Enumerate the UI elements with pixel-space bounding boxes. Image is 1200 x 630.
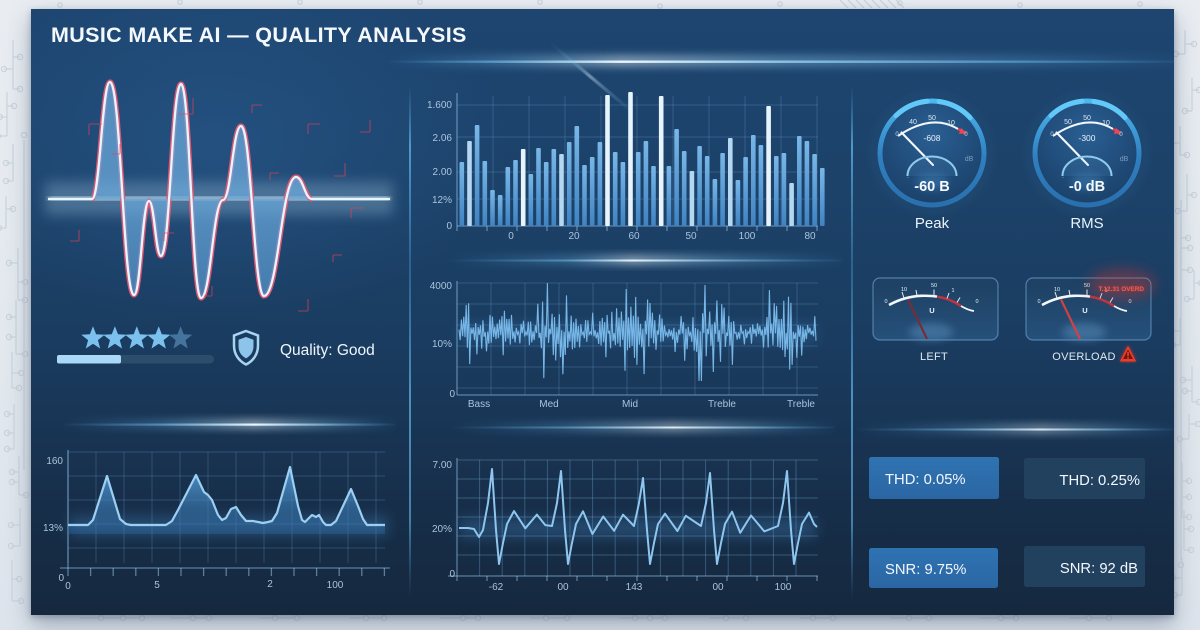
svg-text:7.00: 7.00 [433,460,453,471]
svg-text:SNR: 9.75%: SNR: 9.75% [885,562,966,578]
svg-text:dB: dB [965,156,974,163]
svg-text:-0 dB: -0 dB [1069,179,1105,195]
svg-text:dB: dB [1120,156,1129,163]
svg-text:U: U [1082,306,1087,315]
svg-text:0: 0 [975,299,978,305]
svg-text:0: 0 [449,389,455,400]
svg-text:-60 B: -60 B [914,179,949,195]
svg-text:T.12.31 OVERD: T.12.31 OVERD [1099,286,1145,293]
svg-text:MUSIC MAKE AI — QUALITY ANALYS: MUSIC MAKE AI — QUALITY ANALYSIS [51,23,467,47]
svg-text:50: 50 [1064,119,1072,126]
svg-text:20%: 20% [432,524,452,535]
svg-text:Treble: Treble [708,399,736,410]
svg-text:Bass: Bass [468,399,490,410]
svg-text:-300: -300 [1078,133,1095,143]
svg-text:0: 0 [508,231,514,242]
svg-text:Treble: Treble [787,399,815,410]
svg-text:LEFT: LEFT [920,351,948,363]
svg-text:50: 50 [1084,283,1090,289]
svg-text:0: 0 [1037,299,1040,305]
svg-text:2.00: 2.00 [433,167,453,178]
svg-text:100: 100 [739,231,756,242]
svg-text:2.06: 2.06 [433,133,453,144]
svg-text:143: 143 [626,582,643,593]
svg-text:10: 10 [1054,287,1060,293]
svg-text:Peak: Peak [915,215,950,232]
svg-text:50: 50 [931,283,937,289]
svg-text:Med: Med [539,399,558,410]
svg-text:2: 2 [267,579,273,590]
svg-text:RMS: RMS [1070,215,1103,232]
svg-text:100: 100 [775,582,792,593]
svg-text:Mid: Mid [622,399,638,410]
svg-text:00: 00 [712,582,724,593]
svg-text:0: 0 [1050,132,1054,138]
svg-text:0: 0 [446,221,452,232]
svg-text:-608: -608 [923,133,940,143]
svg-text:0: 0 [964,132,968,138]
svg-text:160: 160 [46,456,63,467]
svg-text:1: 1 [951,288,954,294]
svg-text:U: U [929,306,934,315]
svg-text:13%: 13% [43,523,63,534]
svg-text:0: 0 [884,299,887,305]
svg-text:Quality: Good: Quality: Good [280,342,375,359]
svg-text:4000: 4000 [430,281,453,292]
svg-text:12%: 12% [432,195,452,206]
svg-text:00: 00 [557,582,569,593]
svg-text:OVERLOAD: OVERLOAD [1052,351,1116,363]
svg-text:0: 0 [1119,132,1123,138]
svg-text:10%: 10% [432,339,452,350]
svg-text:THD: 0.05%: THD: 0.05% [885,472,966,488]
svg-text:50: 50 [928,115,936,122]
svg-text:THD: 0.25%: THD: 0.25% [1059,473,1140,489]
svg-text:20: 20 [568,231,580,242]
svg-text:50: 50 [685,231,697,242]
svg-text:T.12.31 OVERD: T.12.31 OVERD [1099,286,1145,293]
svg-text:0: 0 [1128,299,1131,305]
svg-text:10: 10 [901,287,907,293]
svg-text:10: 10 [947,120,955,127]
svg-text:0: 0 [65,581,71,592]
svg-text:SNR: 92 dB: SNR: 92 dB [1060,561,1138,577]
svg-text:50: 50 [1083,115,1091,122]
svg-text:0: 0 [449,569,455,580]
svg-text:-62: -62 [489,582,504,593]
svg-text:80: 80 [804,231,816,242]
svg-text:0: 0 [58,573,64,584]
svg-text:40: 40 [909,119,917,126]
svg-text:0: 0 [895,132,899,138]
svg-text:60: 60 [628,231,640,242]
svg-text:5: 5 [154,580,160,591]
svg-text:1.600: 1.600 [427,100,452,111]
svg-text:100: 100 [327,580,344,591]
svg-text:10: 10 [1102,120,1110,127]
